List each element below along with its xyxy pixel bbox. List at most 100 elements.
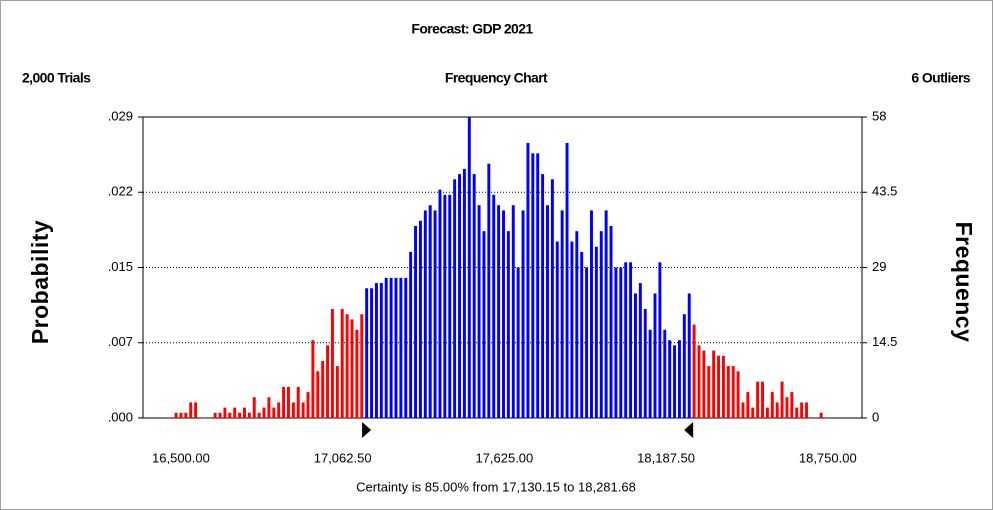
bar — [277, 402, 281, 418]
bar — [677, 340, 681, 418]
bar — [712, 350, 716, 418]
y2-axis-title: Frequency — [951, 222, 977, 343]
bar — [487, 163, 491, 418]
bar — [707, 366, 711, 418]
bar — [355, 329, 359, 418]
bar — [404, 277, 408, 418]
chart-subtitle: Frequency Chart — [445, 70, 548, 86]
certainty-marker — [362, 422, 372, 438]
bar — [629, 262, 633, 418]
bar — [809, 418, 813, 419]
bar — [765, 407, 769, 418]
bar — [252, 397, 256, 418]
certainty-marker — [684, 422, 694, 438]
bar — [174, 412, 178, 418]
bar — [560, 210, 564, 418]
bar — [418, 220, 422, 418]
bar — [531, 153, 535, 419]
bar — [497, 205, 501, 418]
bar — [243, 407, 246, 418]
bar — [638, 283, 642, 418]
bar — [668, 340, 672, 418]
bar — [238, 412, 242, 418]
bar — [653, 293, 657, 418]
bar — [502, 210, 505, 418]
x-tick-label: 18,750.00 — [799, 450, 857, 465]
bar — [594, 246, 598, 418]
bar — [702, 350, 706, 418]
bar — [775, 402, 779, 418]
chart-title: Forecast: GDP 2021 — [411, 21, 533, 37]
x-tick-label: 16,500.00 — [152, 450, 210, 465]
bar — [819, 412, 823, 418]
bar — [570, 241, 574, 418]
bar — [287, 386, 290, 418]
bar — [365, 288, 369, 418]
bar — [296, 386, 300, 418]
bar — [423, 210, 427, 418]
bar — [233, 407, 237, 418]
bar — [208, 418, 212, 419]
bar — [526, 142, 530, 418]
bar — [550, 179, 554, 418]
bar — [555, 241, 559, 418]
bar — [721, 355, 725, 418]
bar — [360, 314, 364, 418]
x-tick-label: 17,625.00 — [475, 450, 533, 465]
bar — [643, 309, 647, 418]
bar — [546, 205, 549, 418]
bar — [761, 381, 764, 418]
bar — [477, 205, 481, 418]
bar — [697, 345, 701, 418]
bar — [194, 402, 198, 418]
bar — [282, 386, 286, 418]
bar — [453, 179, 457, 418]
bar — [184, 412, 188, 418]
bar — [536, 153, 540, 419]
bar — [330, 309, 334, 418]
bar — [448, 194, 452, 418]
bar — [340, 309, 344, 418]
bar — [746, 392, 750, 418]
bar — [824, 418, 828, 419]
bar — [389, 277, 393, 418]
bar — [604, 210, 608, 418]
bar — [438, 189, 442, 418]
y2-tick-label: 58 — [872, 108, 886, 123]
bar — [433, 210, 437, 418]
bar — [267, 397, 271, 418]
bar — [516, 267, 520, 418]
bar — [717, 355, 721, 418]
bar — [790, 392, 794, 418]
bar — [326, 345, 330, 418]
bar — [687, 293, 691, 418]
bar — [795, 407, 799, 418]
bar — [731, 366, 735, 418]
bar — [692, 324, 696, 418]
bar — [272, 407, 276, 418]
bar — [428, 205, 432, 418]
bar — [316, 371, 320, 418]
outliers-label: 6 Outliers — [911, 70, 970, 86]
bar — [492, 194, 496, 418]
bar — [785, 397, 789, 418]
bar — [262, 407, 266, 418]
bar — [345, 314, 349, 418]
bar — [467, 117, 471, 418]
bar — [218, 412, 222, 418]
bar — [673, 345, 677, 418]
x-tick-label: 17,062.50 — [314, 450, 372, 465]
bar — [575, 231, 579, 418]
bar — [770, 392, 774, 418]
bar — [370, 288, 374, 418]
bar — [321, 360, 325, 418]
bar — [399, 277, 403, 418]
bar — [306, 392, 310, 418]
bar — [414, 225, 418, 418]
y-tick-label: .007 — [108, 334, 133, 349]
bar — [541, 174, 545, 418]
bar — [599, 231, 603, 418]
bar — [301, 402, 305, 418]
bar — [590, 210, 593, 418]
y2-tick-label: 43.5 — [872, 184, 897, 199]
